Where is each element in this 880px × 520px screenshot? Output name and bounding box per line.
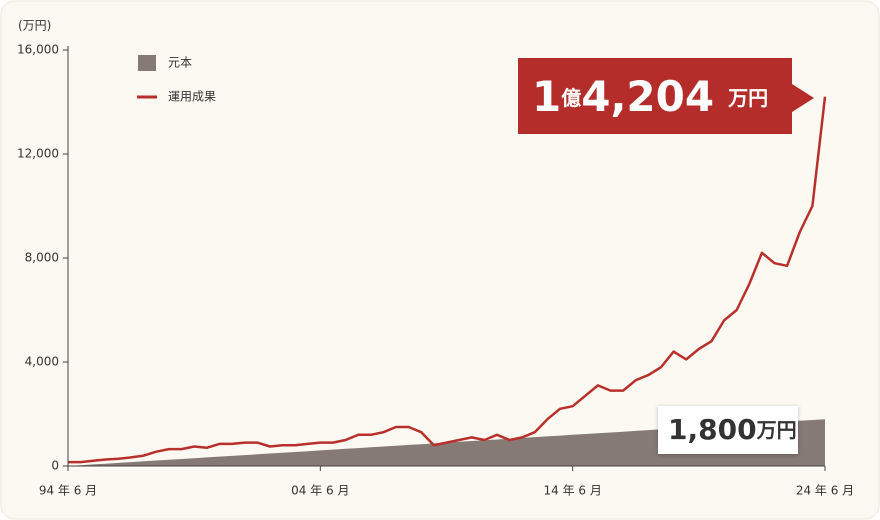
callout-result: 1億4,204 万円 — [518, 58, 814, 134]
callout-principal: 1,800万円 — [658, 406, 798, 454]
callout-part: 億 — [561, 86, 581, 110]
line — [68, 96, 827, 464]
principal-text: 1,800万円 — [668, 413, 797, 446]
callout-part: 4,204 — [581, 72, 714, 121]
x-tick-label: 14 年 6 月 — [543, 484, 601, 498]
y-tick-label: 8,000 — [25, 251, 59, 265]
y-tick-label: 12,000 — [17, 147, 59, 161]
principal-part: 1,800 — [668, 413, 757, 446]
y-unit-label: (万円) — [18, 19, 51, 33]
y-tick-label: 0 — [51, 459, 59, 473]
legend-label: 元本 — [168, 56, 192, 70]
principal-part: 万円 — [756, 418, 797, 442]
legend-label: 運用成果 — [168, 90, 216, 104]
callout-part: 万円 — [727, 86, 768, 110]
y-tick-label: 4,000 — [25, 355, 59, 369]
callout-arrow — [792, 84, 814, 112]
principal-box — [658, 406, 798, 454]
x-tick-label: 94 年 6 月 — [39, 484, 97, 498]
x-tick-label: 04 年 6 月 — [291, 484, 349, 498]
y-tick-label: 16,000 — [17, 43, 59, 57]
callout-box — [518, 58, 792, 134]
callout-part: 1 — [532, 72, 561, 121]
plot: 0 4,000 8,000 12,000 16,000 94 年 6 月 04 年 6 月 1… — [17, 43, 854, 498]
legend-swatch — [138, 55, 156, 71]
callout-text: 1億4,204 万円 — [532, 72, 768, 121]
x-tick-label: 24 年 6 月 — [796, 484, 854, 498]
